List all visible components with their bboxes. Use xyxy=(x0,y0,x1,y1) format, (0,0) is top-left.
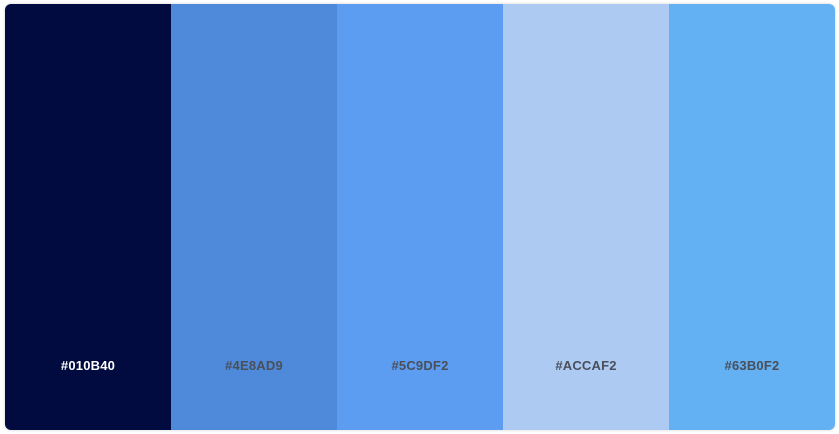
color-palette: #010B40 #4E8AD9 #5C9DF2 #ACCAF2 #63B0F2 xyxy=(5,4,835,430)
hex-code-label[interactable]: #63B0F2 xyxy=(724,358,780,373)
color-swatch-1[interactable]: #010B40 xyxy=(5,4,171,430)
hex-code-label[interactable]: #5C9DF2 xyxy=(391,358,449,373)
hex-code-label[interactable]: #010B40 xyxy=(60,358,116,373)
color-swatch-5[interactable]: #63B0F2 xyxy=(669,4,835,430)
color-swatch-2[interactable]: #4E8AD9 xyxy=(171,4,337,430)
color-swatch-4[interactable]: #ACCAF2 xyxy=(503,4,669,430)
hex-code-label[interactable]: #4E8AD9 xyxy=(225,358,283,373)
hex-code-label[interactable]: #ACCAF2 xyxy=(555,358,617,373)
color-swatch-3[interactable]: #5C9DF2 xyxy=(337,4,503,430)
